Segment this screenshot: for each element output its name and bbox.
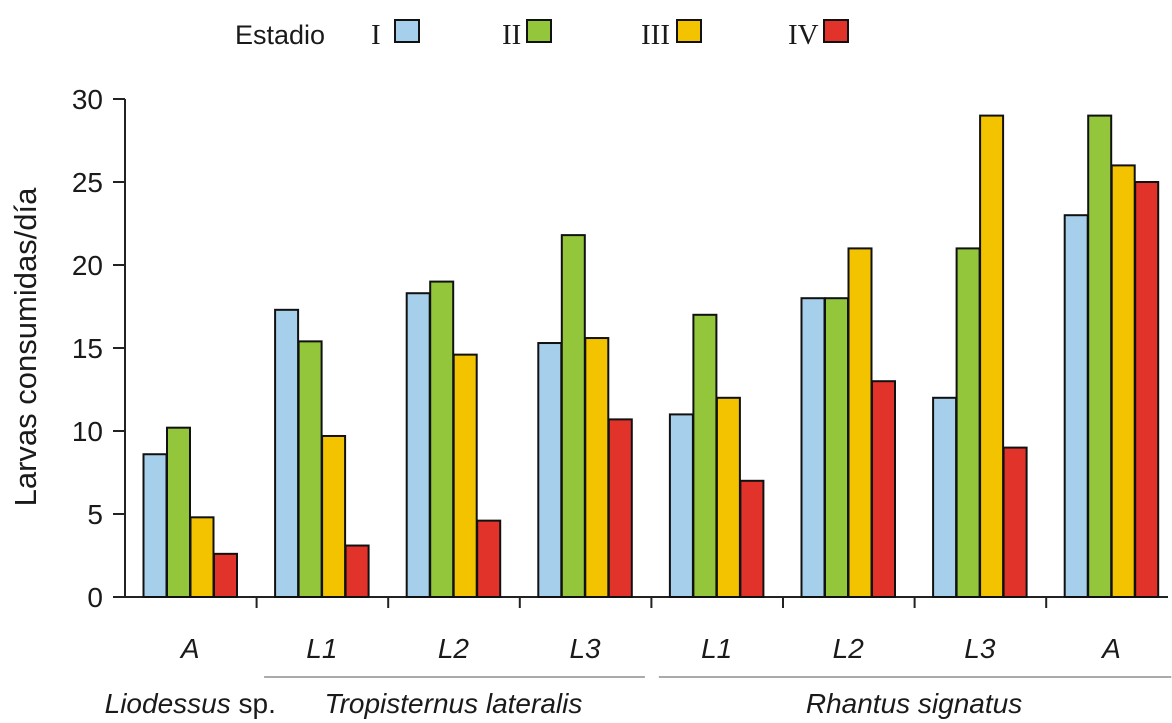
y-tick-label: 5	[87, 499, 103, 530]
y-tick-label: 25	[72, 167, 103, 198]
bar	[344, 544, 370, 598]
bar	[824, 297, 849, 598]
y-tick-label: 0	[87, 582, 103, 613]
group-label: Liodessus sp.	[105, 688, 276, 719]
bar	[692, 313, 718, 598]
y-tick-label: 10	[72, 416, 103, 447]
bar	[871, 380, 896, 599]
group-label: Tropisternus lateralis	[325, 688, 583, 719]
bar	[560, 234, 586, 598]
bar	[297, 340, 323, 598]
bar	[1110, 164, 1136, 598]
bar	[476, 519, 502, 599]
x-tick-label: L3	[964, 633, 996, 664]
x-tick-label: A	[179, 633, 200, 664]
y-tick-label: 15	[72, 333, 103, 364]
legend-label: IV	[788, 19, 819, 51]
bar	[1134, 181, 1160, 598]
bar	[142, 453, 168, 598]
bar	[429, 280, 455, 598]
x-tick-label: L2	[438, 633, 470, 664]
legend-swatch	[823, 19, 849, 43]
bar	[668, 413, 694, 598]
bar	[537, 342, 563, 598]
x-tick-label: L2	[833, 633, 865, 664]
y-tick-label: 30	[72, 84, 103, 115]
x-axis: A L1 L2 L3 L1 L2 L3 A	[125, 596, 1168, 664]
bar	[800, 297, 826, 598]
bar	[405, 292, 431, 598]
bar	[166, 426, 191, 598]
x-tick-label: L1	[701, 633, 732, 664]
bar	[715, 396, 741, 598]
legend-swatch	[394, 19, 420, 43]
bar	[584, 337, 610, 598]
legend-label: II	[502, 19, 521, 51]
bar	[321, 434, 347, 599]
bar	[452, 353, 478, 599]
group-label: Rhantus signatus	[806, 688, 1022, 719]
legend-swatch	[526, 19, 552, 43]
x-tick-label: A	[1100, 633, 1121, 664]
y-tick-label: 20	[72, 250, 103, 281]
bar	[1063, 214, 1089, 598]
bar	[979, 114, 1005, 598]
bar	[1002, 446, 1028, 598]
bar	[955, 247, 981, 598]
legend-label: III	[641, 19, 670, 51]
legend: Estadio I II III IV	[235, 19, 849, 51]
x-tick-label: L3	[569, 633, 601, 664]
bar	[213, 552, 238, 599]
x-tick-label: L1	[306, 633, 337, 664]
category-groups: Liodessus sp. Tropisternus lateralis Rhant…	[105, 676, 1172, 719]
bar	[847, 247, 873, 598]
bar	[274, 308, 300, 598]
y-axis-label: Larvas consumidas/día	[8, 187, 43, 507]
bar	[1087, 114, 1113, 598]
bars	[142, 114, 1160, 599]
legend-swatch	[676, 19, 702, 43]
bar	[607, 418, 633, 598]
y-axis: 0 5 10 15 20 25 30	[72, 84, 126, 613]
bar	[932, 396, 958, 598]
legend-title: Estadio	[235, 20, 325, 50]
bar	[189, 516, 215, 599]
bar	[739, 479, 765, 598]
legend-label: I	[371, 19, 381, 51]
